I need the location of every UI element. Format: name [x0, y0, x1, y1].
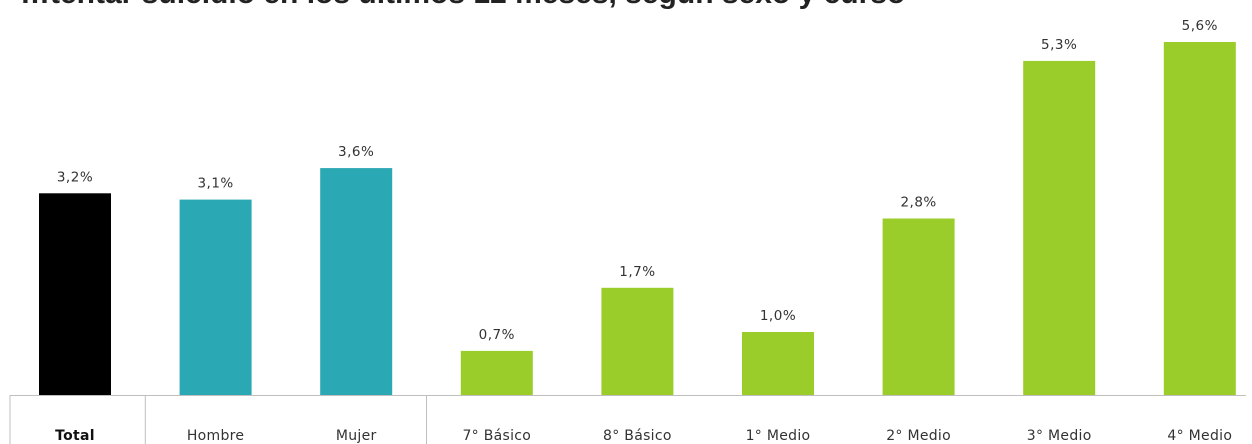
value-label-hombre: 3,1% [197, 176, 233, 192]
value-label-1-medio: 1,0% [760, 308, 796, 324]
value-label-2-medio: 2,8% [900, 195, 936, 211]
bar-1-medio [742, 332, 814, 395]
value-label-total: 3,2% [57, 169, 93, 185]
category-label-3-medio: 3° Medio [1027, 428, 1092, 444]
bar-hombre [179, 199, 252, 395]
bar-8-basico [601, 287, 674, 395]
bar-2-medio [882, 218, 955, 395]
bar-total [39, 193, 111, 395]
bar-mujer [320, 168, 393, 395]
value-label-8-basico: 1,7% [619, 264, 655, 280]
value-label-7-basico: 0,7% [479, 327, 515, 343]
bars-group [39, 42, 1236, 396]
chart-title: …tentar suicidio en los últimos 12 meses… [20, 0, 905, 10]
category-label-mujer: Mujer [336, 428, 377, 444]
category-label-1-medio: 1° Medio [746, 428, 811, 444]
category-labels-group: Total Hombre Mujer 7° Básico 8° Básico 1° Med… [55, 428, 1232, 444]
category-axis [9, 395, 1246, 444]
value-label-4-medio: 5,6% [1182, 18, 1218, 34]
category-label-hombre: Hombre [187, 428, 244, 444]
bar-7-basico [460, 350, 533, 395]
category-label-2-medio: 2° Medio [886, 428, 951, 444]
category-label-4-medio: 4° Medio [1167, 428, 1232, 444]
category-label-7-basico: 7° Básico [462, 428, 531, 444]
bar-4-medio [1163, 42, 1236, 395]
value-label-mujer: 3,6% [338, 144, 374, 160]
category-label-8-basico: 8° Básico [603, 428, 672, 444]
category-label-total: Total [55, 428, 95, 444]
value-labels-group: 3,2% 3,1% 3,6% 0,7% 1,7% 1,0% 2,8% 5,3% 5,6% [57, 18, 1218, 343]
bar-3-medio [1023, 60, 1096, 396]
value-label-3-medio: 5,3% [1041, 37, 1077, 53]
